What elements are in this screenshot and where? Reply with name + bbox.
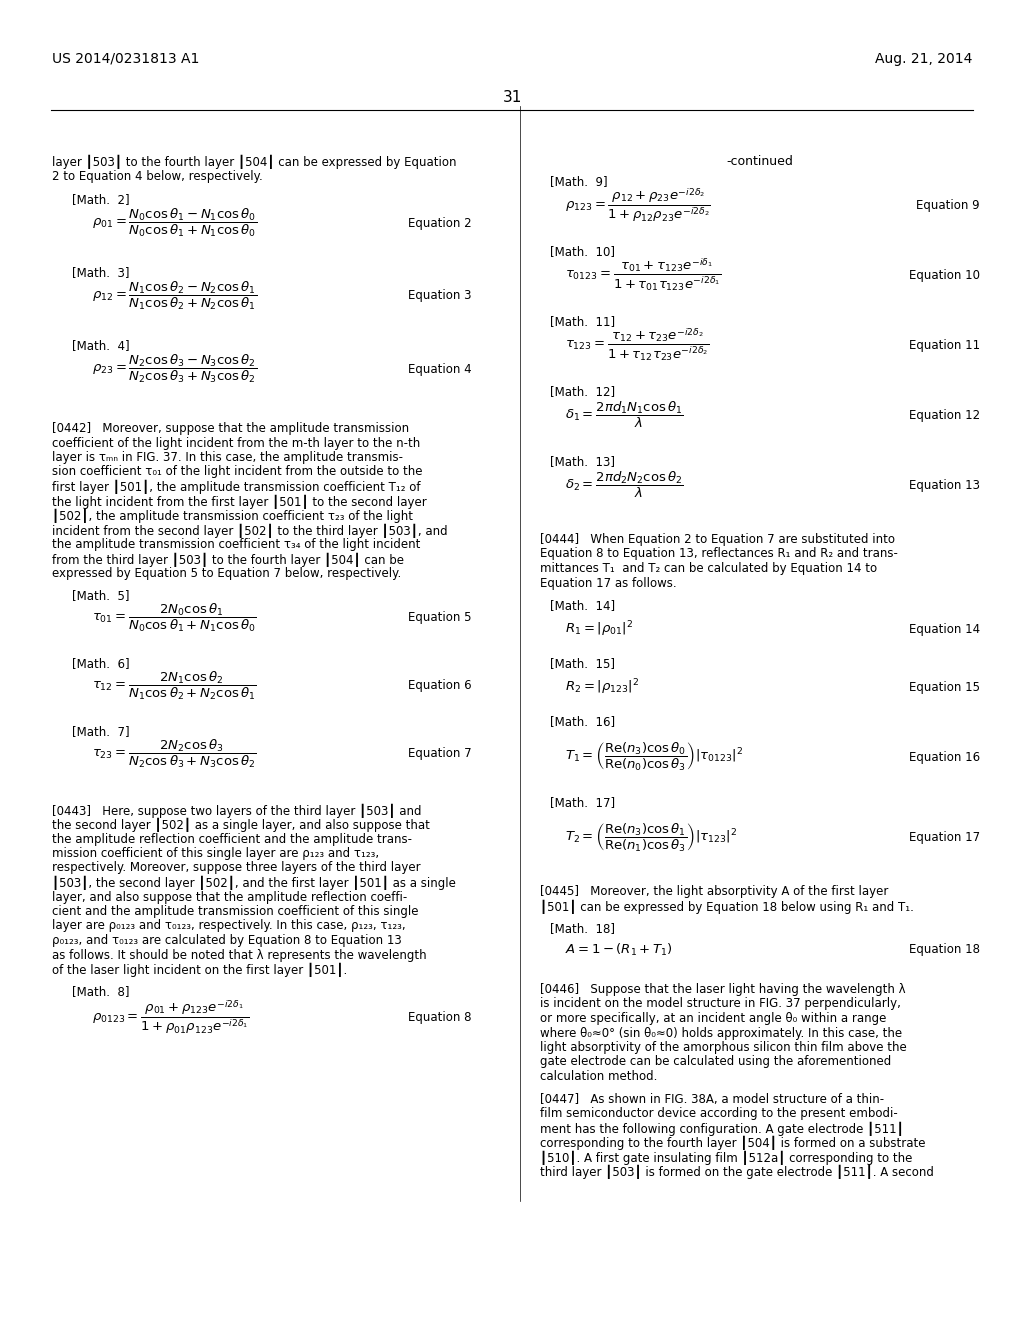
Text: expressed by Equation 5 to Equation 7 below, respectively.: expressed by Equation 5 to Equation 7 be… bbox=[52, 568, 401, 579]
Text: Equation 4: Equation 4 bbox=[409, 363, 472, 375]
Text: [Math.  7]: [Math. 7] bbox=[72, 726, 130, 738]
Text: Equation 12: Equation 12 bbox=[909, 408, 980, 421]
Text: [Math.  2]: [Math. 2] bbox=[72, 193, 130, 206]
Text: cient and the amplitude transmission coefficient of this single: cient and the amplitude transmission coe… bbox=[52, 906, 419, 917]
Text: $\tau_{0123} = \dfrac{\tau_{01} + \tau_{123}e^{-i\delta_1}}{1 + \tau_{01}\tau_{1: $\tau_{0123} = \dfrac{\tau_{01} + \tau_{… bbox=[565, 257, 722, 293]
Text: the amplitude reflection coefficient and the amplitude trans-: the amplitude reflection coefficient and… bbox=[52, 833, 412, 846]
Text: $\rho_{123} = \dfrac{\rho_{12} + \rho_{23}e^{-i2\delta_2}}{1 + \rho_{12}\rho_{23: $\rho_{123} = \dfrac{\rho_{12} + \rho_{2… bbox=[565, 186, 711, 224]
Text: ┃501┃ can be expressed by Equation 18 below using R₁ and T₁.: ┃501┃ can be expressed by Equation 18 be… bbox=[540, 899, 913, 913]
Text: 2 to Equation 4 below, respectively.: 2 to Equation 4 below, respectively. bbox=[52, 170, 263, 183]
Text: [0446]   Suppose that the laser light having the wavelength λ: [0446] Suppose that the laser light havi… bbox=[540, 983, 905, 997]
Text: [0445]   Moreover, the light absorptivity A of the first layer: [0445] Moreover, the light absorptivity … bbox=[540, 884, 889, 898]
Text: [Math.  17]: [Math. 17] bbox=[550, 796, 615, 809]
Text: $\tau_{123} = \dfrac{\tau_{12} + \tau_{23}e^{-i2\delta_2}}{1 + \tau_{12}\tau_{23: $\tau_{123} = \dfrac{\tau_{12} + \tau_{2… bbox=[565, 327, 710, 363]
Text: the second layer ┃502┃ as a single layer, and also suppose that: the second layer ┃502┃ as a single layer… bbox=[52, 818, 430, 832]
Text: layer ┃503┃ to the fourth layer ┃504┃ can be expressed by Equation: layer ┃503┃ to the fourth layer ┃504┃ ca… bbox=[52, 154, 457, 169]
Text: $\delta_2 = \dfrac{2\pi d_2 N_2\cos\theta_2}{\lambda}$: $\delta_2 = \dfrac{2\pi d_2 N_2\cos\thet… bbox=[565, 470, 684, 500]
Text: Equation 18: Equation 18 bbox=[909, 944, 980, 957]
Text: corresponding to the fourth layer ┃504┃ is formed on a substrate: corresponding to the fourth layer ┃504┃ … bbox=[540, 1137, 926, 1150]
Text: respectively. Moreover, suppose three layers of the third layer: respectively. Moreover, suppose three la… bbox=[52, 862, 421, 874]
Text: -continued: -continued bbox=[727, 154, 794, 168]
Text: [0447]   As shown in FIG. 38A, a model structure of a thin-: [0447] As shown in FIG. 38A, a model str… bbox=[540, 1093, 884, 1106]
Text: 31: 31 bbox=[503, 90, 521, 106]
Text: $\rho_{12} = \dfrac{N_1\cos\theta_2 - N_2\cos\theta_1}{N_1\cos\theta_2 + N_2\cos: $\rho_{12} = \dfrac{N_1\cos\theta_2 - N_… bbox=[92, 280, 257, 312]
Text: layer are ρ₀₁₂₃ and τ₀₁₂₃, respectively. In this case, ρ₁₂₃, τ₁₂₃,: layer are ρ₀₁₂₃ and τ₀₁₂₃, respectively.… bbox=[52, 920, 406, 932]
Text: Equation 13: Equation 13 bbox=[909, 479, 980, 491]
Text: Equation 7: Equation 7 bbox=[409, 747, 472, 760]
Text: [0443]   Here, suppose two layers of the third layer ┃503┃ and: [0443] Here, suppose two layers of the t… bbox=[52, 804, 422, 818]
Text: Equation 6: Equation 6 bbox=[409, 678, 472, 692]
Text: ┃502┃, the amplitude transmission coefficient τ₂₃ of the light: ┃502┃, the amplitude transmission coeffi… bbox=[52, 510, 413, 523]
Text: [Math.  14]: [Math. 14] bbox=[550, 599, 615, 612]
Text: [Math.  9]: [Math. 9] bbox=[550, 176, 607, 187]
Text: $\rho_{23} = \dfrac{N_2\cos\theta_3 - N_3\cos\theta_2}{N_2\cos\theta_3 + N_3\cos: $\rho_{23} = \dfrac{N_2\cos\theta_3 - N_… bbox=[92, 352, 257, 385]
Text: film semiconductor device according to the present embodi-: film semiconductor device according to t… bbox=[540, 1107, 898, 1119]
Text: ┃510┃. A first gate insulating film ┃512a┃ corresponding to the: ┃510┃. A first gate insulating film ┃512… bbox=[540, 1151, 912, 1164]
Text: ρ₀₁₂₃, and τ₀₁₂₃ are calculated by Equation 8 to Equation 13: ρ₀₁₂₃, and τ₀₁₂₃ are calculated by Equat… bbox=[52, 935, 401, 946]
Text: Equation 15: Equation 15 bbox=[909, 681, 980, 693]
Text: [Math.  4]: [Math. 4] bbox=[72, 339, 130, 352]
Text: ┃503┃, the second layer ┃502┃, and the first layer ┃501┃ as a single: ┃503┃, the second layer ┃502┃, and the f… bbox=[52, 876, 456, 890]
Text: is incident on the model structure in FIG. 37 perpendicularly,: is incident on the model structure in FI… bbox=[540, 998, 901, 1011]
Text: Equation 9: Equation 9 bbox=[916, 198, 980, 211]
Text: [0444]   When Equation 2 to Equation 7 are substituted into: [0444] When Equation 2 to Equation 7 are… bbox=[540, 533, 895, 546]
Text: [Math.  13]: [Math. 13] bbox=[550, 455, 615, 469]
Text: Equation 10: Equation 10 bbox=[909, 268, 980, 281]
Text: [Math.  8]: [Math. 8] bbox=[72, 986, 129, 998]
Text: layer, and also suppose that the amplitude reflection coeffi-: layer, and also suppose that the amplitu… bbox=[52, 891, 408, 903]
Text: [0442]   Moreover, suppose that the amplitude transmission: [0442] Moreover, suppose that the amplit… bbox=[52, 422, 410, 436]
Text: Equation 14: Equation 14 bbox=[909, 623, 980, 635]
Text: [Math.  12]: [Math. 12] bbox=[550, 385, 615, 399]
Text: $\tau_{01} = \dfrac{2N_0\cos\theta_1}{N_0\cos\theta_1 + N_1\cos\theta_0}$: $\tau_{01} = \dfrac{2N_0\cos\theta_1}{N_… bbox=[92, 602, 257, 634]
Text: Equation 11: Equation 11 bbox=[909, 338, 980, 351]
Text: $T_1 = \left(\dfrac{\mathrm{Re}(n_3)\cos\theta_0}{\mathrm{Re}(n_0)\cos\theta_3}\: $T_1 = \left(\dfrac{\mathrm{Re}(n_3)\cos… bbox=[565, 741, 743, 774]
Text: $\tau_{23} = \dfrac{2N_2\cos\theta_3}{N_2\cos\theta_3 + N_3\cos\theta_2}$: $\tau_{23} = \dfrac{2N_2\cos\theta_3}{N_… bbox=[92, 738, 257, 770]
Text: Equation 17: Equation 17 bbox=[909, 832, 980, 845]
Text: calculation method.: calculation method. bbox=[540, 1071, 657, 1082]
Text: $\tau_{12} = \dfrac{2N_1\cos\theta_2}{N_1\cos\theta_2 + N_2\cos\theta_1}$: $\tau_{12} = \dfrac{2N_1\cos\theta_2}{N_… bbox=[92, 669, 257, 702]
Text: [Math.  18]: [Math. 18] bbox=[550, 921, 615, 935]
Text: Equation 5: Equation 5 bbox=[409, 611, 472, 624]
Text: mission coefficient of this single layer are ρ₁₂₃ and τ₁₂₃,: mission coefficient of this single layer… bbox=[52, 847, 379, 861]
Text: [Math.  5]: [Math. 5] bbox=[72, 590, 129, 602]
Text: incident from the second layer ┃502┃ to the third layer ┃503┃, and: incident from the second layer ┃502┃ to … bbox=[52, 524, 447, 537]
Text: light absorptivity of the amorphous silicon thin film above the: light absorptivity of the amorphous sili… bbox=[540, 1041, 906, 1053]
Text: Equation 8: Equation 8 bbox=[409, 1011, 472, 1024]
Text: $T_2 = \left(\dfrac{\mathrm{Re}(n_3)\cos\theta_1}{\mathrm{Re}(n_1)\cos\theta_3}\: $T_2 = \left(\dfrac{\mathrm{Re}(n_3)\cos… bbox=[565, 822, 737, 854]
Text: first layer ┃501┃, the amplitude transmission coefficient T₁₂ of: first layer ┃501┃, the amplitude transmi… bbox=[52, 480, 421, 494]
Text: [Math.  11]: [Math. 11] bbox=[550, 315, 615, 327]
Text: Equation 16: Equation 16 bbox=[909, 751, 980, 763]
Text: [Math.  10]: [Math. 10] bbox=[550, 246, 615, 257]
Text: of the laser light incident on the first layer ┃501┃.: of the laser light incident on the first… bbox=[52, 964, 347, 977]
Text: [Math.  16]: [Math. 16] bbox=[550, 715, 615, 729]
Text: or more specifically, at an incident angle θ₀ within a range: or more specifically, at an incident ang… bbox=[540, 1012, 887, 1026]
Text: [Math.  15]: [Math. 15] bbox=[550, 657, 615, 671]
Text: [Math.  3]: [Math. 3] bbox=[72, 267, 129, 279]
Text: $A=1-(R_1+T_1)$: $A=1-(R_1+T_1)$ bbox=[565, 942, 673, 958]
Text: as follows. It should be noted that λ represents the wavelength: as follows. It should be noted that λ re… bbox=[52, 949, 427, 961]
Text: layer is τₘₙ in FIG. 37. In this case, the amplitude transmis-: layer is τₘₙ in FIG. 37. In this case, t… bbox=[52, 451, 403, 465]
Text: $\rho_{01} = \dfrac{N_0\cos\theta_1 - N_1\cos\theta_0}{N_0\cos\theta_1 + N_1\cos: $\rho_{01} = \dfrac{N_0\cos\theta_1 - N_… bbox=[92, 207, 257, 239]
Text: $\rho_{0123} = \dfrac{\rho_{01} + \rho_{123}e^{-i2\delta_1}}{1 + \rho_{01}\rho_{: $\rho_{0123} = \dfrac{\rho_{01} + \rho_{… bbox=[92, 998, 250, 1036]
Text: US 2014/0231813 A1: US 2014/0231813 A1 bbox=[52, 51, 200, 66]
Text: [Math.  6]: [Math. 6] bbox=[72, 657, 130, 671]
Text: coefficient of the light incident from the m-th layer to the n-th: coefficient of the light incident from t… bbox=[52, 437, 420, 450]
Text: the light incident from the first layer ┃501┃ to the second layer: the light incident from the first layer … bbox=[52, 495, 427, 508]
Text: $\delta_1 = \dfrac{2\pi d_1 N_1\cos\theta_1}{\lambda}$: $\delta_1 = \dfrac{2\pi d_1 N_1\cos\thet… bbox=[565, 400, 684, 430]
Text: mittances T₁  and T₂ can be calculated by Equation 14 to: mittances T₁ and T₂ can be calculated by… bbox=[540, 562, 878, 576]
Text: $R_2 = |\rho_{123}|^2$: $R_2 = |\rho_{123}|^2$ bbox=[565, 677, 639, 697]
Text: Equation 17 as follows.: Equation 17 as follows. bbox=[540, 577, 677, 590]
Text: Equation 2: Equation 2 bbox=[409, 216, 472, 230]
Text: Equation 3: Equation 3 bbox=[409, 289, 472, 302]
Text: sion coefficient τ₀₁ of the light incident from the outside to the: sion coefficient τ₀₁ of the light incide… bbox=[52, 466, 423, 479]
Text: where θ₀≈0° (sin θ₀≈0) holds approximately. In this case, the: where θ₀≈0° (sin θ₀≈0) holds approximate… bbox=[540, 1027, 902, 1040]
Text: Equation 8 to Equation 13, reflectances R₁ and R₂ and trans-: Equation 8 to Equation 13, reflectances … bbox=[540, 548, 898, 561]
Text: from the third layer ┃503┃ to the fourth layer ┃504┃ can be: from the third layer ┃503┃ to the fourth… bbox=[52, 553, 404, 566]
Text: the amplitude transmission coefficient τ₃₄ of the light incident: the amplitude transmission coefficient τ… bbox=[52, 539, 421, 550]
Text: gate electrode can be calculated using the aforementioned: gate electrode can be calculated using t… bbox=[540, 1056, 891, 1068]
Text: third layer ┃503┃ is formed on the gate electrode ┃511┃. A second: third layer ┃503┃ is formed on the gate … bbox=[540, 1166, 934, 1179]
Text: $R_1 = |\rho_{01}|^2$: $R_1 = |\rho_{01}|^2$ bbox=[565, 619, 633, 639]
Text: Aug. 21, 2014: Aug. 21, 2014 bbox=[874, 51, 972, 66]
Text: ment has the following configuration. A gate electrode ┃511┃: ment has the following configuration. A … bbox=[540, 1122, 904, 1135]
